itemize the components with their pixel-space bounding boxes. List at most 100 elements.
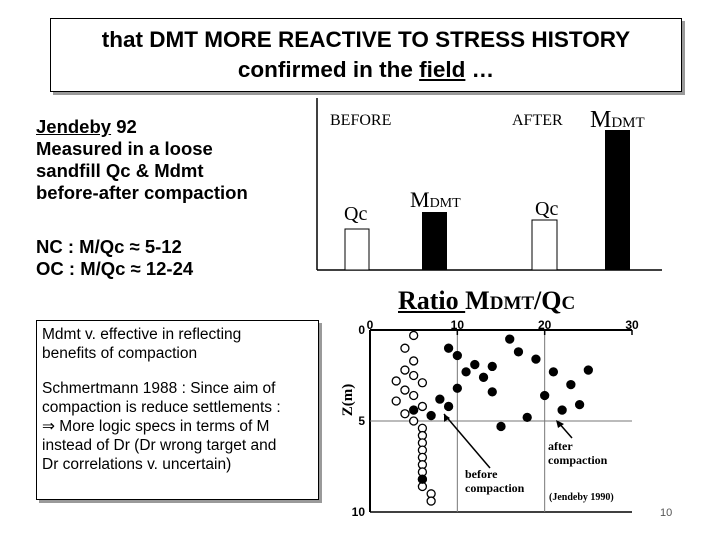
after-point-20 xyxy=(522,412,532,423)
x-tick-0: 0 xyxy=(367,318,374,332)
before-mdmt-m: M xyxy=(410,187,430,212)
y-tick-5: 5 xyxy=(358,414,365,428)
before-after-bar-chart: BEFORE AFTER MDMT Qc MDMT Qc xyxy=(316,98,662,271)
before-compaction-label: before compaction xyxy=(465,467,525,495)
title-line-2-suffix: … xyxy=(465,57,495,82)
after-point-0 xyxy=(443,343,454,353)
after-point-14 xyxy=(531,354,541,364)
jendeby-line-3: sandfill Qc & Mdmt xyxy=(36,160,204,181)
before-point-1 xyxy=(400,343,410,353)
before-arrow-head xyxy=(444,414,450,422)
note-line-3: Schmertmann 1988 : Since aim of xyxy=(42,380,276,397)
after-point-18 xyxy=(574,399,585,410)
ratio-title-slash: /Q xyxy=(534,286,562,315)
before-point-0 xyxy=(409,330,419,341)
jendeby-line-2: Measured in a loose xyxy=(36,138,213,159)
after-mdmt-label: MDMT xyxy=(590,107,645,133)
before-point-23 xyxy=(426,496,436,506)
x-tick-20: 20 xyxy=(538,318,552,332)
ratio-ranges: NC : M/Qc ≈ 5-12 OC : M/Qc ≈ 12-24 xyxy=(36,236,193,280)
after-qc-bar xyxy=(531,219,558,271)
title-line-2-prefix: confirmed in the xyxy=(237,57,420,82)
oc-ratio: OC : M/Qc ≈ 12-24 xyxy=(36,258,194,279)
before-compaction-text: before xyxy=(465,467,498,481)
after-point-2 xyxy=(470,359,480,370)
after-point-1 xyxy=(452,350,462,361)
after-qc-label: Qc xyxy=(535,198,558,220)
after-point-7 xyxy=(435,394,445,404)
title-box: that DMT MORE REACTIVE TO STRESS HISTORY… xyxy=(50,18,682,92)
x-tick-10: 10 xyxy=(451,318,465,332)
title-line-2: confirmed in the field … xyxy=(51,55,681,85)
after-mdmt-sub: DMT xyxy=(611,115,644,131)
jendeby-description: Jendeby 92 Measured in a loose sandfill … xyxy=(36,116,248,204)
after-point-3 xyxy=(461,367,471,377)
after-point-10 xyxy=(426,410,436,421)
title-line-1: that DMT MORE REACTIVE TO STRESS HISTORY xyxy=(101,27,631,52)
before-point-4 xyxy=(409,370,419,381)
nc-ratio: NC : M/Qc ≈ 5-12 xyxy=(36,236,182,257)
after-point-23 xyxy=(417,474,428,484)
jendeby-line-4: before-after compaction xyxy=(36,182,248,203)
note-line-1: Mdmt v. effective in reflecting xyxy=(42,326,242,343)
annotations: before compaction after compaction (Jend… xyxy=(443,413,614,503)
after-compaction-text-line-2: compaction xyxy=(548,453,608,467)
before-point-12 xyxy=(409,416,419,426)
note-box: Mdmt v. effective in reflecting benefits… xyxy=(36,320,319,500)
before-mdmt-sub: DMT xyxy=(430,196,462,211)
ratio-title-word: Ratio xyxy=(398,286,466,315)
jendeby-year: 92 xyxy=(111,116,137,137)
ratio-title-m: M xyxy=(465,286,490,315)
before-mdmt-bar xyxy=(422,212,447,270)
title-field-word: field xyxy=(419,57,466,82)
ratio-chart-title: Ratio MDMT/QC xyxy=(398,286,575,316)
before-point-5 xyxy=(391,376,401,386)
after-point-5 xyxy=(452,383,462,393)
after-point-15 xyxy=(548,367,559,377)
page-number: 10 xyxy=(660,507,673,519)
after-point-13 xyxy=(487,361,497,372)
jendeby-1990-credit: (Jendeby 1990) xyxy=(549,492,614,503)
after-mdmt-bar xyxy=(605,130,630,270)
y-tick-labels: 0 5 10 xyxy=(352,323,366,518)
after-label: AFTER xyxy=(512,112,563,129)
before-point-8 xyxy=(409,390,419,401)
ratio-title-c: C xyxy=(561,293,576,314)
x-tick-30: 30 xyxy=(625,318,639,332)
after-compaction-label: after compaction xyxy=(548,439,608,467)
before-compaction-text-line-2: compaction xyxy=(465,481,525,495)
after-point-17 xyxy=(540,390,550,401)
after-compaction-text: after xyxy=(548,439,573,453)
jendeby-name: Jendeby xyxy=(36,116,112,137)
note-line-4: compaction is reduce settlements : xyxy=(42,399,281,416)
after-point-16 xyxy=(566,379,576,390)
before-point-3 xyxy=(400,365,410,375)
after-point-21 xyxy=(496,421,506,432)
data-points xyxy=(391,330,593,506)
note-line-2: benefits of compaction xyxy=(42,345,198,362)
note-line-7: Dr correlations v. uncertain) xyxy=(42,456,232,473)
after-mdmt-m: M xyxy=(590,107,611,133)
ratio-title-dmt: DMT xyxy=(489,293,535,314)
note-line-5: ⇒ More logic specs in terms of M xyxy=(42,418,270,435)
after-point-6 xyxy=(487,387,497,397)
after-point-19 xyxy=(557,405,567,415)
before-qc-bar xyxy=(344,228,370,271)
x-tick-labels: 0 10 20 30 xyxy=(367,318,639,332)
after-point-4 xyxy=(478,372,489,382)
before-mdmt-label: MDMT xyxy=(410,187,461,212)
after-point-9 xyxy=(409,405,419,415)
before-label: BEFORE xyxy=(330,112,391,129)
jendeby-line-1: Jendeby 92 xyxy=(36,116,248,138)
y-tick-10: 10 xyxy=(352,505,366,518)
before-point-11 xyxy=(400,409,410,419)
before-arrow xyxy=(443,413,491,469)
y-axis-label: Z(m) xyxy=(340,384,356,417)
before-point-10 xyxy=(417,401,428,412)
after-point-12 xyxy=(513,347,524,357)
after-arrow-head xyxy=(556,420,564,428)
after-point-11 xyxy=(505,334,515,344)
after-point-8 xyxy=(443,401,454,412)
note-line-6: instead of Dr (Dr wrong target and xyxy=(42,437,277,454)
before-point-2 xyxy=(409,356,419,366)
